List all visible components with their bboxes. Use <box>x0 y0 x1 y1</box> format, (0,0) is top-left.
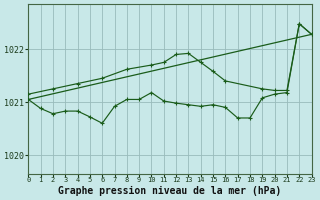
X-axis label: Graphe pression niveau de la mer (hPa): Graphe pression niveau de la mer (hPa) <box>58 186 282 196</box>
